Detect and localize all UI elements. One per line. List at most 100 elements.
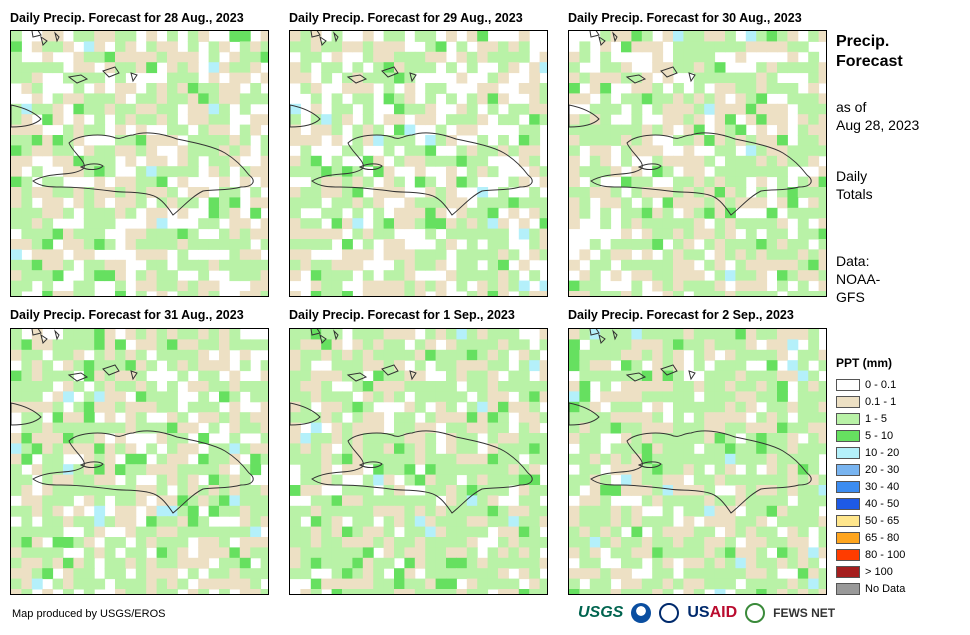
precip-cell (425, 207, 437, 219)
precip-cell (300, 474, 312, 486)
precip-cell (383, 218, 395, 230)
precip-cell (198, 547, 210, 559)
precip-cell (652, 557, 664, 569)
precip-cell (219, 124, 230, 136)
coastline (569, 31, 812, 216)
precip-cell (456, 568, 468, 580)
precip-cell (342, 422, 353, 434)
precip-cell (115, 93, 126, 105)
precip-cell (766, 589, 778, 594)
precip-cell (756, 145, 768, 157)
precip-cell (725, 41, 736, 53)
precip-cell (610, 443, 622, 455)
precip-cell (394, 280, 405, 292)
precip-cell (52, 433, 64, 444)
precip-cell (300, 360, 312, 372)
precip-cell (818, 412, 826, 424)
precip-cell (446, 31, 457, 42)
precip-cell (167, 381, 178, 392)
precip-cell (662, 568, 674, 580)
precip-cell (477, 166, 489, 178)
precip-cell (115, 124, 126, 136)
precip-cell (631, 505, 643, 517)
precip-cell (229, 557, 241, 569)
precip-cell (745, 114, 757, 126)
precip-cell (104, 474, 116, 486)
precip-cell (569, 412, 580, 424)
precip-cell (477, 464, 489, 476)
precip-cell (529, 166, 541, 178)
precip-cell (518, 31, 530, 42)
precip-cell (250, 505, 262, 517)
precip-cell (414, 381, 426, 392)
precip-cell (342, 537, 353, 548)
precip-cell (373, 291, 385, 296)
precip-cell (321, 41, 333, 53)
precip-cell (229, 568, 241, 580)
precip-cell (331, 103, 343, 115)
precip-cell (673, 197, 684, 209)
precip-cell (777, 422, 788, 434)
precip-cell (529, 526, 541, 538)
precip-cell (589, 124, 601, 136)
precip-cell (579, 568, 591, 580)
precip-cell (704, 291, 716, 296)
precip-cell (383, 62, 395, 74)
precip-cell (260, 280, 268, 292)
data-source: Data: NOAA- GFS (836, 252, 880, 306)
precip-cell (745, 370, 757, 382)
precip-cell (631, 124, 643, 136)
precip-cell (725, 464, 736, 476)
land-outline (409, 370, 417, 381)
precip-cell (352, 339, 364, 351)
legend-label: 50 - 65 (865, 514, 900, 527)
precip-cell (362, 176, 374, 188)
precip-cell (766, 259, 778, 271)
precip-cell (414, 103, 426, 115)
precip-cell (756, 505, 768, 517)
precip-cell (766, 578, 778, 590)
precip-cell (756, 218, 768, 230)
precip-cell (250, 526, 262, 538)
precip-cell (310, 339, 322, 351)
precip-cell (404, 505, 416, 517)
precip-cell (662, 259, 674, 271)
precip-cell (610, 412, 622, 424)
precip-cell (362, 124, 374, 136)
precip-cell (589, 412, 601, 424)
precip-cell (342, 589, 353, 594)
precip-cell (446, 537, 457, 548)
precip-cell (662, 218, 674, 230)
precip-cell (310, 422, 322, 434)
precip-cell (652, 83, 664, 94)
precip-cell (208, 166, 220, 178)
precip-cell (518, 124, 530, 136)
precip-cell (745, 145, 757, 157)
precip-cell (797, 114, 809, 126)
precip-cell (662, 166, 674, 178)
precip-cell (693, 249, 705, 261)
precip-cell (135, 239, 147, 250)
precip-cell (529, 557, 541, 569)
precip-cell (735, 485, 747, 496)
precip-cell (756, 568, 768, 580)
precip-cell (125, 505, 137, 517)
precip-cell (11, 329, 22, 340)
precip-cell (539, 381, 547, 392)
precip-cell (362, 516, 374, 528)
land-outline (637, 461, 662, 468)
precip-cell (63, 474, 74, 486)
precip-cell (673, 135, 684, 146)
precip-cell (250, 537, 262, 548)
precip-cell (321, 339, 333, 351)
precip-cell (21, 505, 33, 517)
precip-cell (693, 578, 705, 590)
precip-cell (42, 197, 54, 209)
precip-cell (290, 249, 301, 261)
precip-cell (662, 537, 674, 548)
precip-cell (579, 291, 591, 296)
precip-cell (652, 329, 664, 340)
precip-cell (177, 495, 189, 507)
precip-cell (229, 239, 241, 250)
precip-cell (373, 124, 385, 136)
